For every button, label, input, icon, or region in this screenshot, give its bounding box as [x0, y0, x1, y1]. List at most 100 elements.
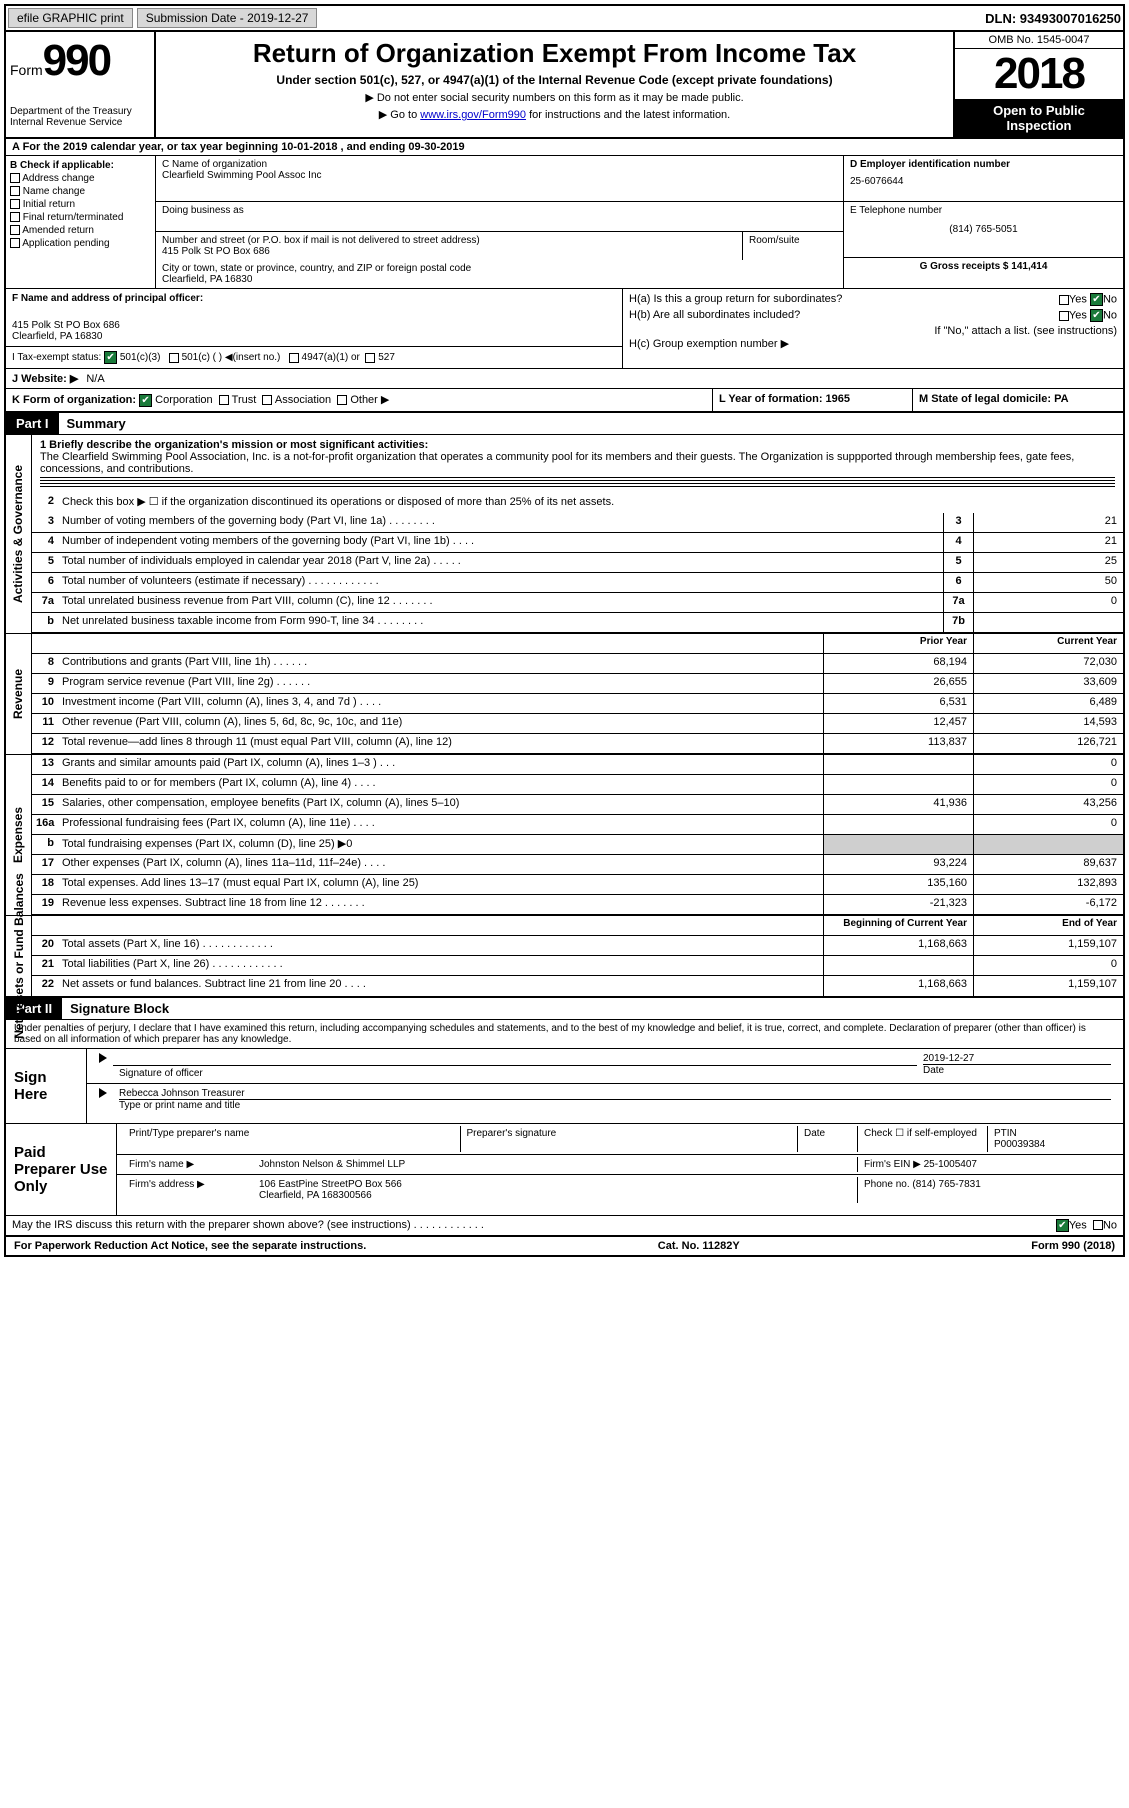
lbl-pending: Application pending	[22, 238, 109, 249]
city-value: Clearfield, PA 16830	[162, 274, 837, 285]
note-link: ▶ Go to www.irs.gov/Form990 for instruct…	[162, 108, 947, 121]
footer-row: For Paperwork Reduction Act Notice, see …	[6, 1237, 1123, 1255]
address-row: Number and street (or P.O. box if mail i…	[156, 232, 843, 260]
org-name-label: C Name of organization	[162, 159, 837, 170]
footer-right: Form 990 (2018)	[1031, 1240, 1115, 1252]
part1-header: Part I Summary	[6, 413, 1123, 435]
sig-officer-label: Signature of officer	[113, 1065, 917, 1081]
opt-527: 527	[378, 352, 395, 363]
exp-line: 14Benefits paid to or for members (Part …	[32, 775, 1123, 795]
rev-line: 8Contributions and grants (Part VIII, li…	[32, 654, 1123, 674]
efile-button[interactable]: efile GRAPHIC print	[8, 8, 133, 28]
lbl-name: Name change	[23, 186, 85, 197]
net-line: 20Total assets (Part X, line 16) . . . .…	[32, 936, 1123, 956]
exp-line: bTotal fundraising expenses (Part IX, co…	[32, 835, 1123, 855]
firm-addr-label: Firm's address ▶	[123, 1177, 253, 1203]
chk-501c[interactable]	[169, 353, 179, 363]
phone-label: E Telephone number	[850, 205, 1117, 216]
column-b: B Check if applicable: Address change Na…	[6, 156, 156, 288]
exp-line: 15Salaries, other compensation, employee…	[32, 795, 1123, 815]
room-label: Room/suite	[743, 232, 843, 260]
firm-ein: 25-1005407	[924, 1159, 977, 1170]
column-d: D Employer identification number 25-6076…	[843, 156, 1123, 288]
addr-value: 415 Polk St PO Box 686	[162, 246, 736, 257]
hb-no-chk[interactable]: ✔	[1090, 309, 1103, 322]
gov-line: 5Total number of individuals employed in…	[32, 553, 1123, 573]
net-line: 22Net assets or fund balances. Subtract …	[32, 976, 1123, 996]
revenue-section: Revenue Prior Year Current Year 8Contrib…	[6, 634, 1123, 755]
exp-line: 18Total expenses. Add lines 13–17 (must …	[32, 875, 1123, 895]
chk-other[interactable]	[337, 395, 347, 405]
rev-line: 9Program service revenue (Part VIII, lin…	[32, 674, 1123, 694]
discuss-no-chk[interactable]	[1093, 1220, 1103, 1230]
prep-sig-label: Preparer's signature	[460, 1126, 798, 1152]
chk-trust[interactable]	[219, 395, 229, 405]
hb-yes-chk[interactable]	[1059, 311, 1069, 321]
revenue-tab: Revenue	[6, 634, 32, 754]
header-right: OMB No. 1545-0047 2018 Open to Public In…	[953, 32, 1123, 137]
chk-corp[interactable]: ✔	[139, 394, 152, 407]
firm-ein-label: Firm's EIN ▶	[864, 1159, 921, 1170]
q1-block: 1 Briefly describe the organization's mi…	[32, 435, 1123, 493]
chk-initial[interactable]	[10, 199, 20, 209]
note-ssn: ▶ Do not enter social security numbers o…	[162, 91, 947, 104]
rev-header-row: Prior Year Current Year	[32, 634, 1123, 654]
city-label: City or town, state or province, country…	[162, 263, 837, 274]
chk-amended[interactable]	[10, 225, 20, 235]
sign-here-label: Sign Here	[6, 1049, 86, 1123]
chk-501c3[interactable]: ✔	[104, 351, 117, 364]
q1-text: The Clearfield Swimming Pool Association…	[40, 451, 1074, 475]
website-value: N/A	[86, 373, 104, 385]
hb-yes: Yes	[1069, 309, 1087, 321]
activities-section: Activities & Governance 1 Briefly descri…	[6, 435, 1123, 634]
chk-4947[interactable]	[289, 353, 299, 363]
h-block: H(a) Is this a group return for subordin…	[623, 289, 1123, 368]
prep-check-label: Check ☐ if self-employed	[857, 1126, 987, 1152]
lbl-amended: Amended return	[22, 225, 94, 236]
discuss-row: May the IRS discuss this return with the…	[6, 1216, 1123, 1237]
col-current: Current Year	[973, 634, 1123, 653]
q1-label: 1 Briefly describe the organization's mi…	[40, 439, 428, 451]
dept-irs: Internal Revenue Service	[10, 117, 150, 128]
rev-line: 12Total revenue—add lines 8 through 11 (…	[32, 734, 1123, 754]
chk-name[interactable]	[10, 186, 20, 196]
netassets-tab: Net Assets or Fund Balances	[6, 916, 32, 996]
k-l-m-row: K Form of organization: ✔ Corporation Tr…	[6, 389, 1123, 413]
note-suffix: for instructions and the latest informat…	[526, 109, 730, 121]
column-c: C Name of organization Clearfield Swimmi…	[156, 156, 843, 288]
gross-receipts: G Gross receipts $ 141,414	[920, 261, 1048, 272]
sign-date-label: Date	[923, 1064, 1111, 1076]
netassets-section: Net Assets or Fund Balances Beginning of…	[6, 916, 1123, 998]
opt-corp: Corporation	[155, 394, 212, 406]
chk-assoc[interactable]	[262, 395, 272, 405]
ha-no-chk[interactable]: ✔	[1090, 293, 1103, 306]
declaration-text: Under penalties of perjury, I declare th…	[6, 1020, 1123, 1049]
sign-here-row: Sign Here Signature of officer 2019-12-2…	[6, 1049, 1123, 1124]
chk-pending[interactable]	[10, 238, 20, 248]
ha-yes: Yes	[1069, 293, 1087, 305]
part1-title: Summary	[59, 413, 134, 434]
lbl-final: Final return/terminated	[23, 212, 124, 223]
footer-mid: Cat. No. 11282Y	[658, 1240, 740, 1252]
gov-line: 7aTotal unrelated business revenue from …	[32, 593, 1123, 613]
firm-city: Clearfield, PA 168300566	[259, 1190, 372, 1201]
irs-link[interactable]: www.irs.gov/Form990	[420, 109, 526, 121]
opt-assoc: Association	[275, 394, 331, 406]
part2-title: Signature Block	[62, 998, 177, 1019]
firm-addr: 106 EastPine StreetPO Box 566	[259, 1179, 402, 1190]
chk-address[interactable]	[10, 173, 20, 183]
chk-527[interactable]	[365, 353, 375, 363]
ptin-value: P00039384	[994, 1139, 1111, 1150]
dba-label: Doing business as	[156, 202, 843, 232]
ha-yes-chk[interactable]	[1059, 295, 1069, 305]
phone-value: (814) 765-5051	[850, 224, 1117, 235]
preparer-row: Paid Preparer Use Only Print/Type prepar…	[6, 1124, 1123, 1216]
sign-name: Rebecca Johnson Treasurer	[119, 1088, 1111, 1099]
submission-date-button[interactable]: Submission Date - 2019-12-27	[137, 8, 318, 28]
prep-date-label: Date	[797, 1126, 857, 1152]
chk-final[interactable]	[10, 212, 20, 222]
omb-number: OMB No. 1545-0047	[955, 32, 1123, 49]
hb-label: H(b) Are all subordinates included?	[629, 309, 800, 322]
discuss-yes-chk[interactable]: ✔	[1056, 1219, 1069, 1232]
form-container: efile GRAPHIC print Submission Date - 20…	[4, 4, 1125, 1257]
